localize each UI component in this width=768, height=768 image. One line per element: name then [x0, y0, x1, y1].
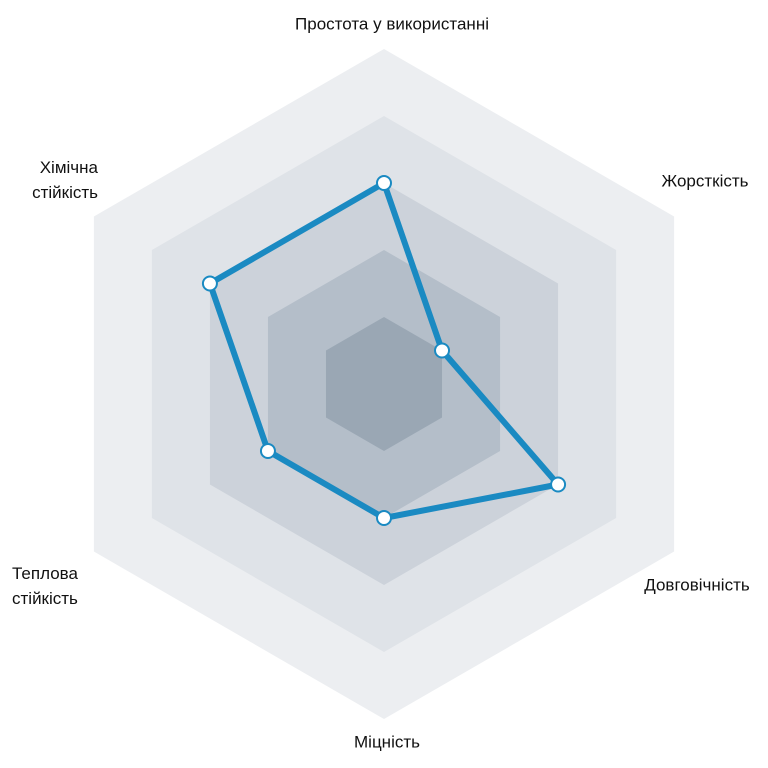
axis-label: Хімічна стійкість: [32, 158, 98, 202]
axis-label: Жорсткість: [661, 171, 749, 191]
grid-ring: [325, 317, 443, 451]
data-point: [550, 476, 567, 493]
axis-label: Довговічність: [644, 575, 750, 595]
axis-label: Теплова стійкість: [12, 564, 78, 608]
axis-label: Простота у використанні: [295, 14, 489, 34]
data-point: [201, 275, 218, 292]
axis-label: Міцність: [354, 732, 420, 752]
data-point: [376, 175, 392, 191]
data-point: [259, 443, 276, 459]
data-point: [434, 342, 451, 359]
data-point: [376, 510, 392, 526]
